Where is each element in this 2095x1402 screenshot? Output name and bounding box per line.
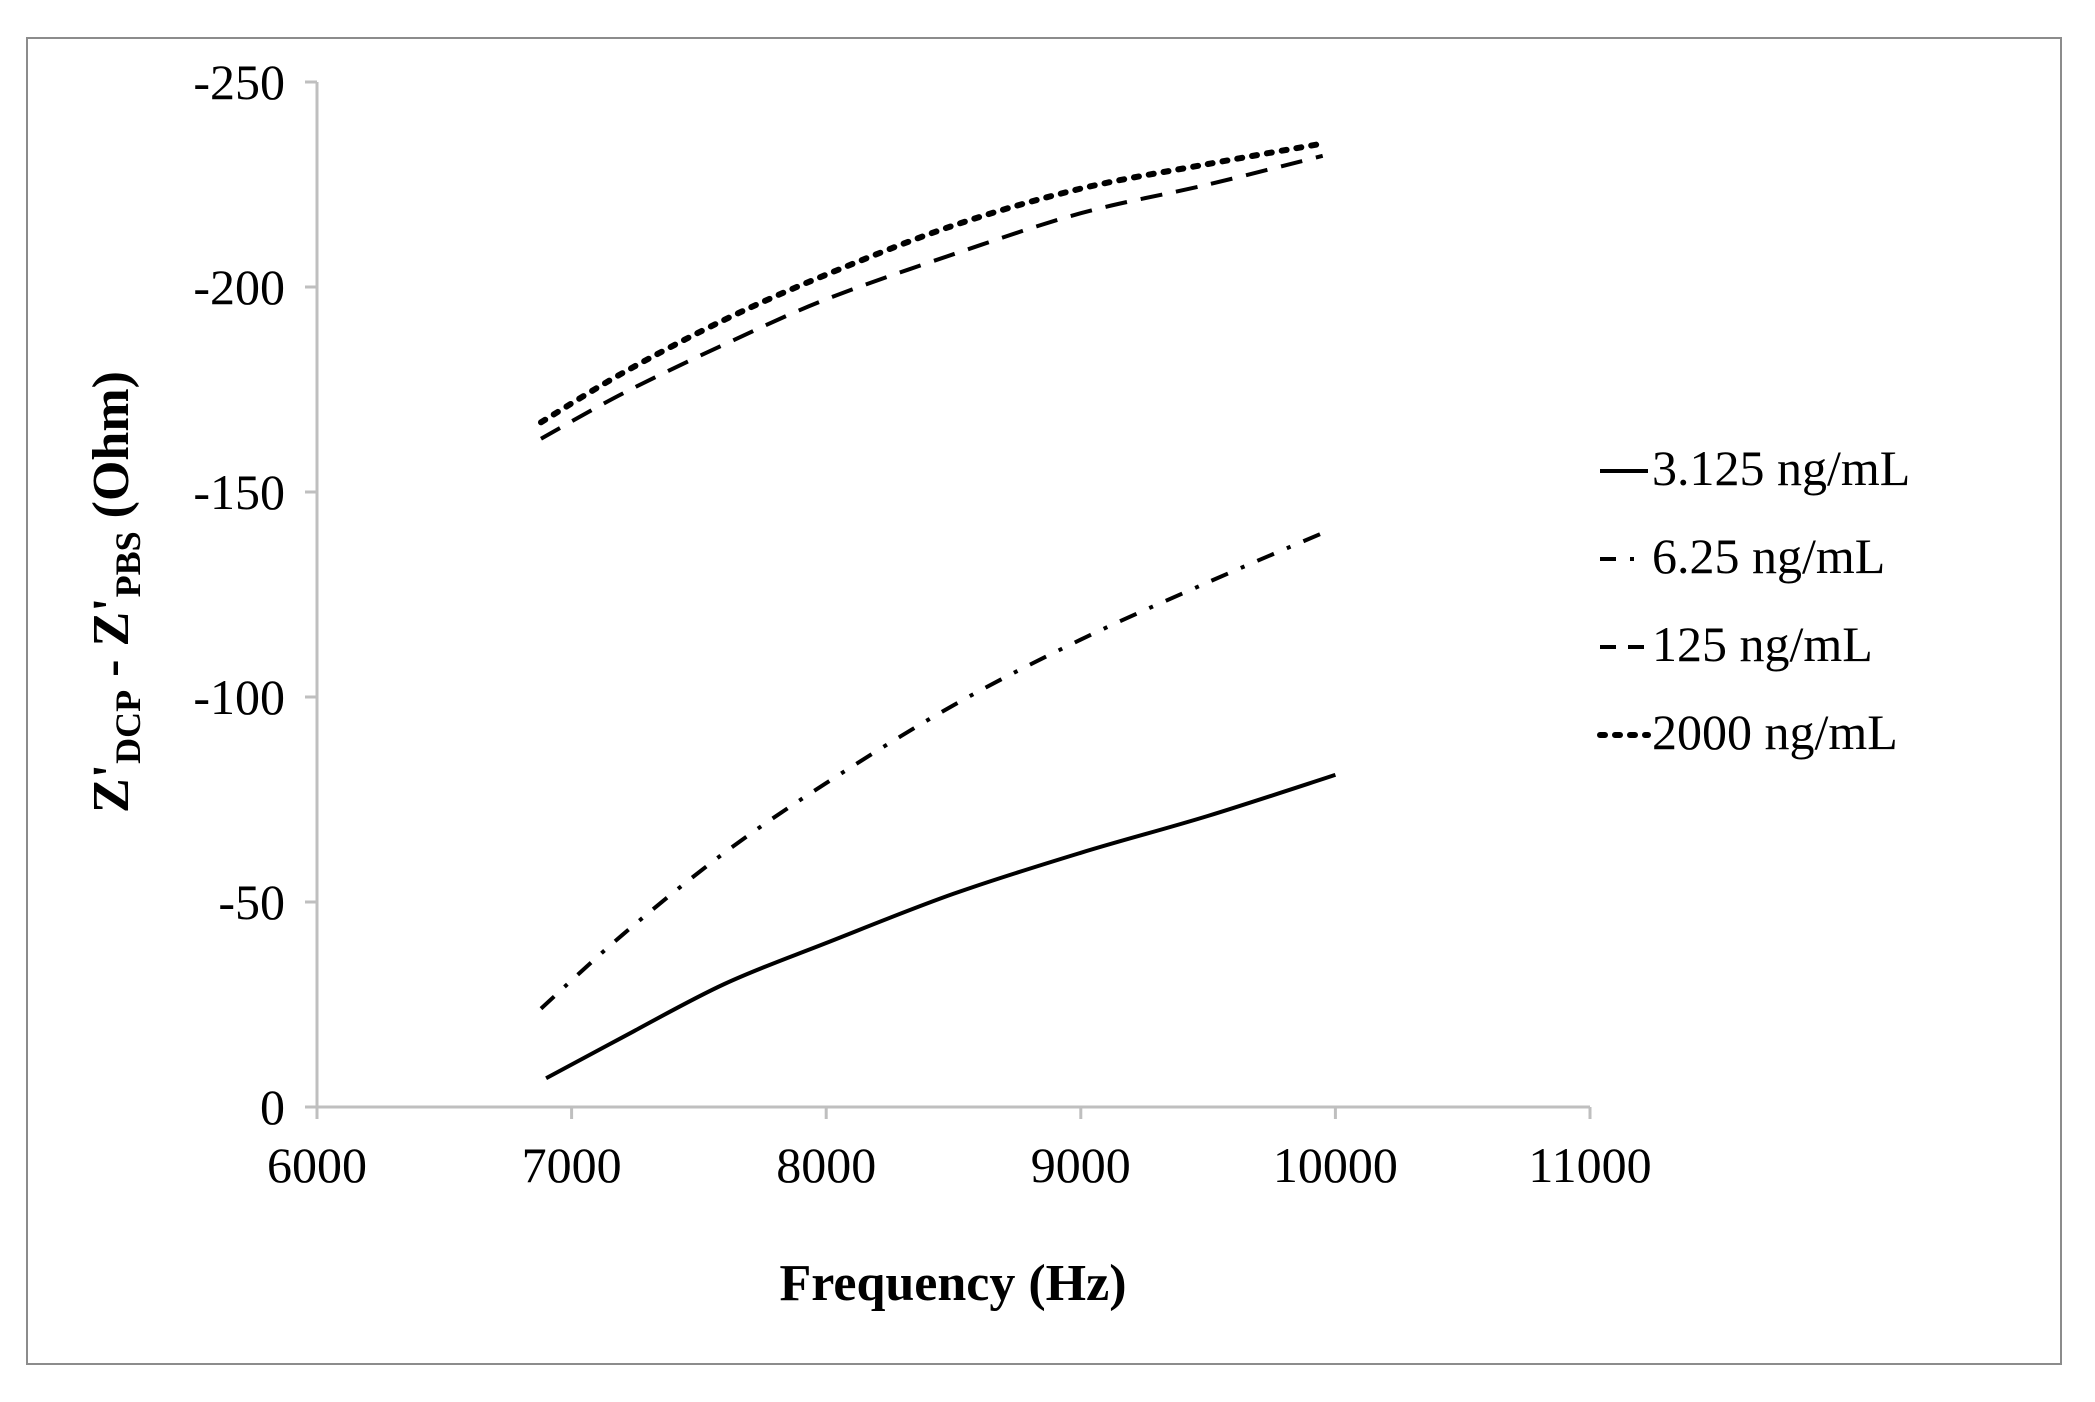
y-tick-label: -150 [193, 464, 285, 520]
y-ticks: 0 -50 -100 -150 -200 -250 [193, 54, 317, 1135]
legend: 3.125 ng/mL 6.25 ng/mL 125 ng/mL 2000 ng/mL [1597, 440, 1910, 760]
series-line-1 [545, 772, 1337, 1081]
legend-label-1: 3.125 ng/mL [1652, 440, 1910, 496]
x-tick-label: 9000 [1031, 1137, 1131, 1193]
legend-label-2: 6.25 ng/mL [1652, 528, 1885, 584]
y-axis-title-part3: (Ohm) [83, 371, 140, 531]
legend-label-4: 2000 ng/mL [1652, 704, 1898, 760]
y-axis-title-sub2: PBS [108, 531, 148, 597]
legend-label-3: 125 ng/mL [1652, 616, 1873, 672]
series-line-4 [538, 140, 1326, 426]
x-tick-label: 8000 [776, 1137, 876, 1193]
y-axis-title-part2: - Z' [83, 597, 140, 689]
x-ticks: 6000 7000 8000 9000 10000 11000 [267, 1107, 1652, 1193]
x-tick-label: 7000 [522, 1137, 622, 1193]
x-axis-title: Frequency (Hz) [779, 1255, 1126, 1312]
series-line-3 [540, 153, 1324, 441]
x-tick-label: 10000 [1273, 1137, 1398, 1193]
axes [315, 82, 1590, 1109]
series-line-2 [539, 531, 1324, 1011]
y-axis-title: Z'DCP - Z'PBS (Ohm) [83, 371, 148, 813]
x-tick-label: 11000 [1528, 1137, 1651, 1193]
y-tick-label: -200 [193, 259, 285, 315]
series-lines [538, 140, 1337, 1081]
y-tick-label: 0 [260, 1079, 285, 1135]
y-axis-title-part1: Z' [83, 764, 140, 813]
y-tick-label: -100 [193, 669, 285, 725]
chart-frame [26, 37, 2062, 1365]
x-tick-label: 6000 [267, 1137, 367, 1193]
y-tick-label: -250 [193, 54, 285, 110]
y-tick-label: -50 [218, 874, 285, 930]
y-axis-title-sub1: DCP [108, 690, 148, 764]
